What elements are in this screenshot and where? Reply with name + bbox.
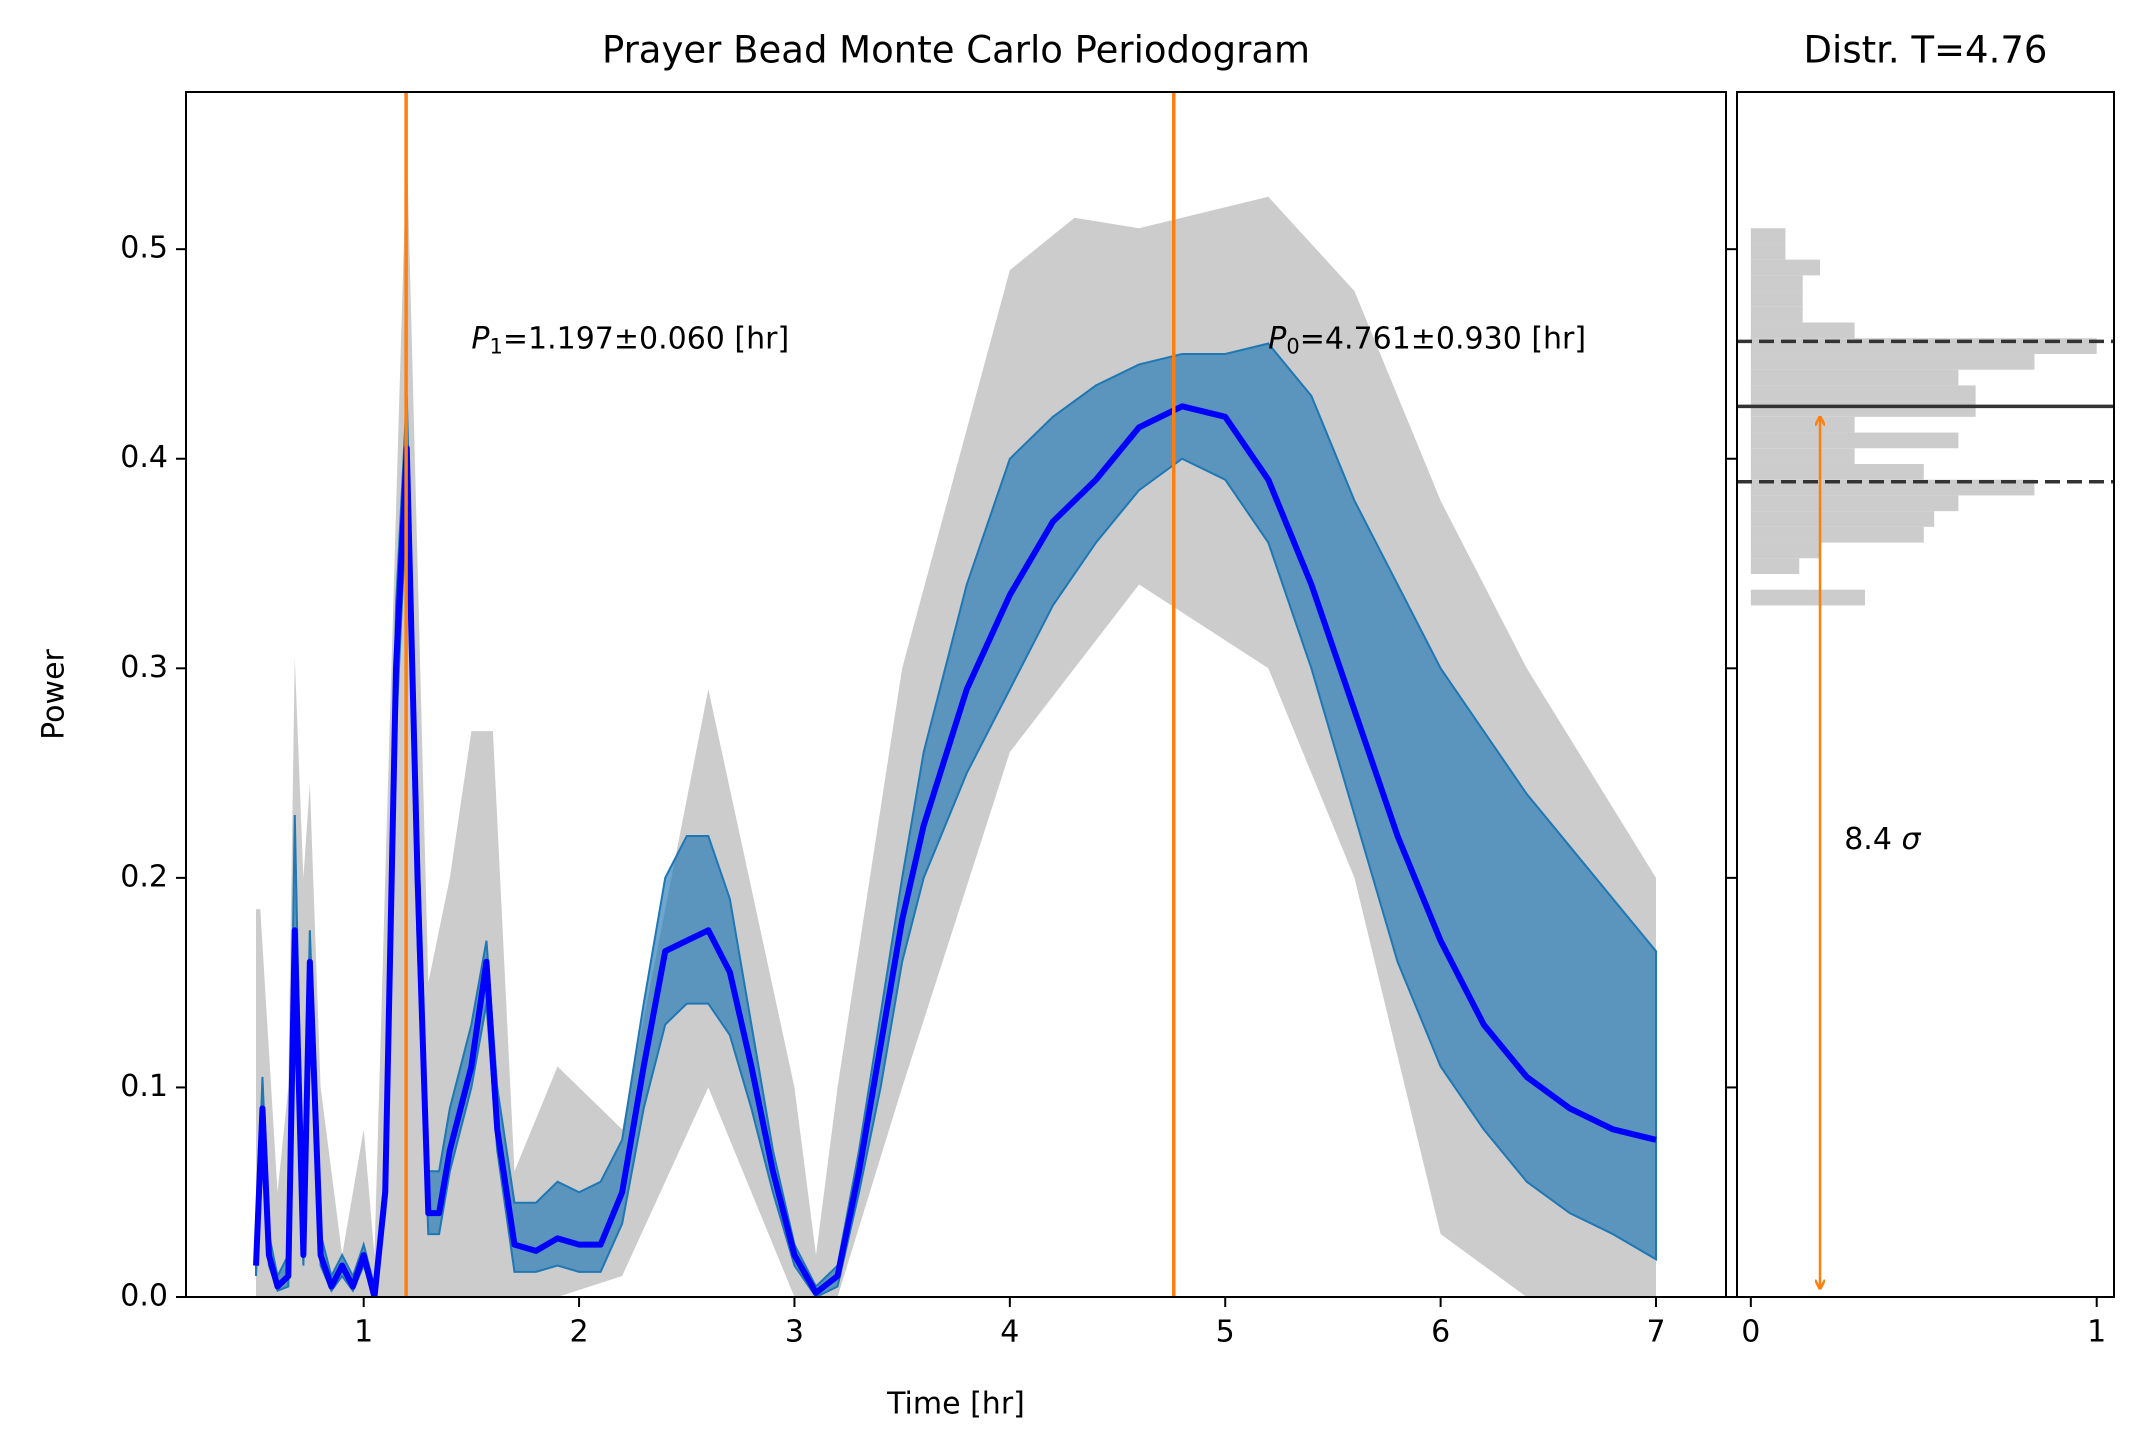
y-tick-label: 0.2 bbox=[120, 859, 168, 894]
axes-frame bbox=[185, 91, 1727, 1298]
mean-line bbox=[253, 403, 1657, 1297]
x-tick-label: 1 bbox=[2087, 1315, 2106, 1350]
subscript: 0 bbox=[1286, 334, 1299, 358]
axes-frame bbox=[1736, 91, 2115, 1298]
hist-bar bbox=[1750, 259, 1821, 276]
sigma-label: 8.4 σ bbox=[1844, 822, 1921, 857]
period-label: P1=1.197±0.060 [hr] bbox=[471, 321, 789, 359]
hist-bar bbox=[1750, 416, 1855, 433]
x-axis-label: Time [hr] bbox=[886, 1387, 1025, 1422]
period-label: P0=4.761±0.930 [hr] bbox=[1268, 321, 1586, 359]
hist-bar bbox=[1750, 228, 1786, 244]
x-tick-label: 3 bbox=[785, 1315, 804, 1350]
hist-bar bbox=[1750, 463, 1924, 480]
hist-bar bbox=[1750, 291, 1803, 307]
sigma-value: 8.4 bbox=[1844, 822, 1901, 857]
hist-bar bbox=[1750, 448, 1855, 464]
hist-bar bbox=[1750, 542, 1821, 559]
hist-bar bbox=[1750, 306, 1803, 323]
x-tick-label: 0 bbox=[1741, 1315, 1760, 1350]
y-tick-label: 0.5 bbox=[120, 231, 168, 266]
chart-title: Distr. T=4.76 bbox=[1804, 29, 2048, 72]
hist-bar bbox=[1750, 369, 1959, 386]
hist-bar bbox=[1750, 353, 2035, 370]
x-tick-label: 4 bbox=[1000, 1315, 1019, 1350]
hist-bar bbox=[1750, 243, 1786, 260]
sigma-symbol: σ bbox=[1901, 822, 1921, 857]
symbol: P bbox=[471, 321, 490, 356]
label-text: =4.761±0.930 [hr] bbox=[1300, 321, 1586, 356]
hist-bar bbox=[1750, 558, 1800, 574]
plot-area bbox=[253, 92, 1657, 1297]
plot-area bbox=[1737, 228, 2114, 1288]
hist-bar bbox=[1750, 526, 1924, 543]
x-tick-label: 7 bbox=[1646, 1315, 1665, 1350]
y-tick-label: 0.1 bbox=[120, 1069, 168, 1104]
hist-bar bbox=[1750, 432, 1959, 449]
subscript: 1 bbox=[489, 334, 502, 358]
hist-bar bbox=[1750, 385, 1976, 402]
hist-bar bbox=[1750, 589, 1865, 606]
hist-bar bbox=[1750, 275, 1803, 292]
band-area bbox=[255, 342, 1657, 1297]
hist-bar bbox=[1750, 401, 1976, 417]
hist-bar bbox=[1750, 511, 1935, 527]
x-tick-label: 5 bbox=[1216, 1315, 1235, 1350]
y-tick-label: 0.3 bbox=[120, 650, 168, 685]
hist-bar bbox=[1750, 495, 1959, 512]
x-tick-label: 1 bbox=[354, 1315, 373, 1350]
hist-bar bbox=[1750, 322, 1855, 339]
x-tick-label: 6 bbox=[1431, 1315, 1450, 1350]
symbol: P bbox=[1268, 321, 1287, 356]
y-axis-label: Power bbox=[37, 648, 72, 739]
y-tick-label: 0.4 bbox=[120, 440, 168, 475]
chart-title: Prayer Bead Monte Carlo Periodogram bbox=[602, 29, 1310, 72]
y-tick-label: 0.0 bbox=[120, 1279, 168, 1314]
x-tick-label: 2 bbox=[570, 1315, 589, 1350]
label-text: =1.197±0.060 [hr] bbox=[503, 321, 789, 356]
